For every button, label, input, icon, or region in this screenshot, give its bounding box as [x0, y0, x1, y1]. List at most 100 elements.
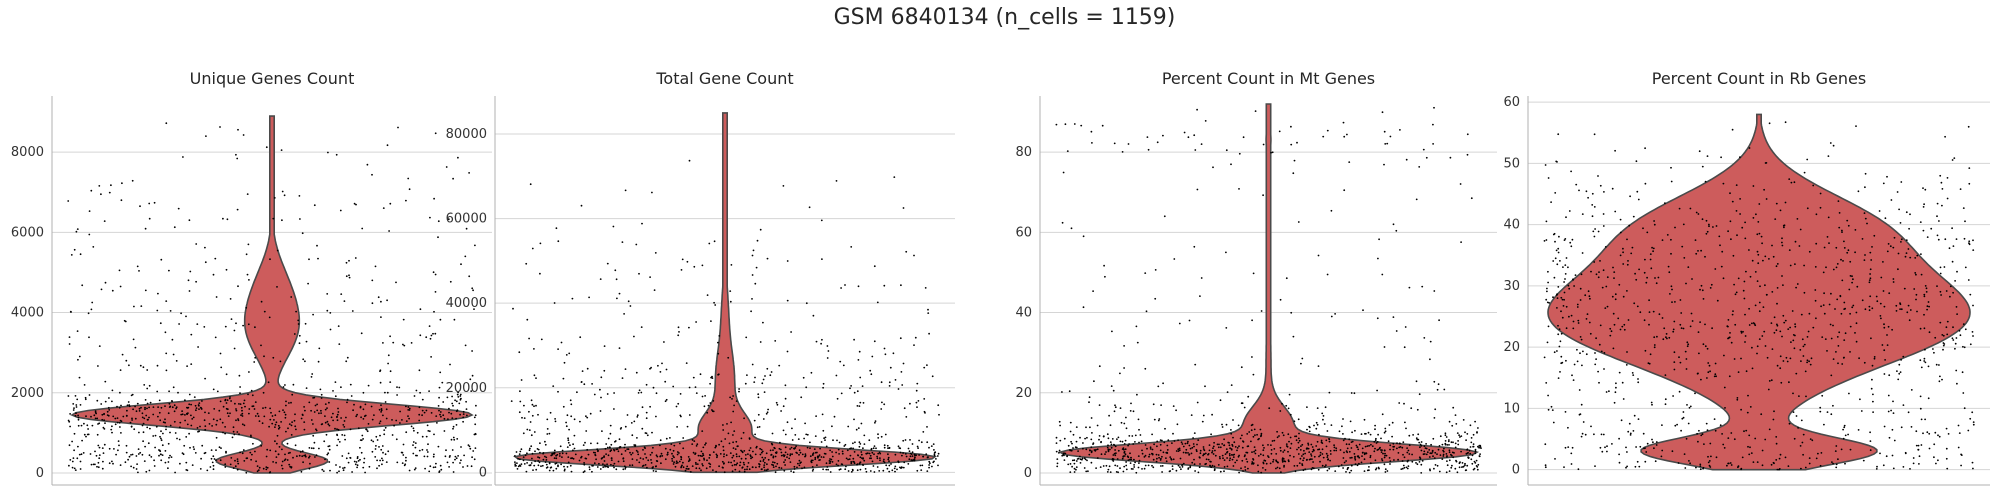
data-point [1829, 142, 1832, 144]
data-point [739, 461, 742, 464]
data-point [188, 393, 191, 396]
data-point [258, 466, 261, 469]
data-point [1653, 346, 1656, 349]
data-point [1899, 371, 1902, 373]
data-point [1740, 330, 1743, 333]
data-point [703, 405, 706, 408]
data-point [760, 448, 763, 451]
data-point [1326, 469, 1329, 472]
data-point [1572, 320, 1575, 323]
data-point [320, 409, 322, 412]
data-point [1944, 238, 1947, 241]
data-point [1138, 462, 1140, 464]
data-point [1682, 416, 1685, 419]
data-point [379, 369, 382, 372]
data-point [655, 454, 658, 457]
data-point [553, 449, 556, 452]
data-point [1456, 432, 1459, 434]
data-point [1069, 421, 1072, 424]
data-point [1251, 451, 1253, 453]
data-point [198, 408, 200, 410]
data-point [1310, 455, 1313, 457]
data-point [79, 253, 82, 256]
data-point [441, 381, 444, 384]
data-point [521, 416, 523, 419]
data-point [350, 395, 353, 397]
data-point [1580, 273, 1583, 276]
data-point [599, 410, 602, 412]
data-point [645, 417, 648, 420]
data-point [1259, 453, 1262, 456]
data-point [164, 461, 167, 464]
data-point [1551, 409, 1554, 411]
data-point [1872, 393, 1874, 396]
data-point [789, 448, 791, 450]
data-point [1124, 448, 1127, 451]
data-point [361, 227, 364, 230]
data-point [731, 470, 734, 473]
data-point [1898, 372, 1901, 375]
data-point [599, 388, 601, 391]
data-point [759, 460, 762, 463]
data-point [1775, 265, 1778, 268]
data-point [308, 455, 311, 458]
data-point [329, 312, 332, 314]
data-point [1305, 448, 1308, 450]
data-point [638, 389, 641, 392]
data-point [197, 346, 200, 348]
data-point [303, 428, 306, 431]
data-point [1290, 143, 1293, 146]
data-point [1457, 440, 1459, 442]
data-point [838, 453, 840, 455]
data-point [1671, 288, 1673, 291]
data-point [1381, 111, 1384, 114]
data-point [1740, 332, 1743, 334]
data-point [108, 397, 110, 399]
data-point [1325, 445, 1328, 448]
data-point [251, 405, 254, 408]
data-point [1458, 434, 1460, 437]
data-point [1756, 352, 1758, 355]
data-point [471, 287, 474, 290]
data-point [71, 440, 73, 443]
data-point [191, 464, 194, 466]
data-point [1857, 190, 1860, 193]
data-point [1821, 394, 1824, 397]
data-point [1165, 451, 1168, 454]
data-point [1610, 330, 1613, 333]
data-point [793, 447, 796, 450]
data-point [1572, 327, 1575, 330]
data-point [1952, 339, 1955, 341]
data-point [438, 409, 440, 412]
data-point [1105, 451, 1107, 453]
data-point [1883, 323, 1885, 326]
data-point [1401, 460, 1404, 462]
data-point [828, 462, 831, 464]
data-point [735, 440, 738, 443]
data-point [716, 456, 718, 459]
data-point [1606, 305, 1609, 308]
data-point [1342, 457, 1345, 459]
data-point [1809, 363, 1812, 366]
data-point [568, 352, 571, 355]
data-point [1668, 336, 1671, 339]
data-point [1585, 190, 1588, 193]
data-point [546, 466, 549, 469]
data-point [1254, 434, 1256, 436]
data-point [1478, 446, 1480, 449]
data-point [763, 391, 766, 393]
data-point [1114, 445, 1117, 448]
data-point [664, 447, 667, 450]
data-point [931, 465, 933, 468]
data-point [186, 423, 189, 426]
data-point [723, 453, 725, 455]
data-point [1067, 463, 1070, 466]
data-point [651, 191, 653, 194]
data-point [1615, 382, 1617, 385]
data-point [466, 465, 469, 467]
data-point [272, 356, 275, 359]
data-point [624, 468, 627, 470]
data-point [770, 442, 773, 445]
data-point [383, 433, 386, 436]
data-point [235, 322, 237, 325]
